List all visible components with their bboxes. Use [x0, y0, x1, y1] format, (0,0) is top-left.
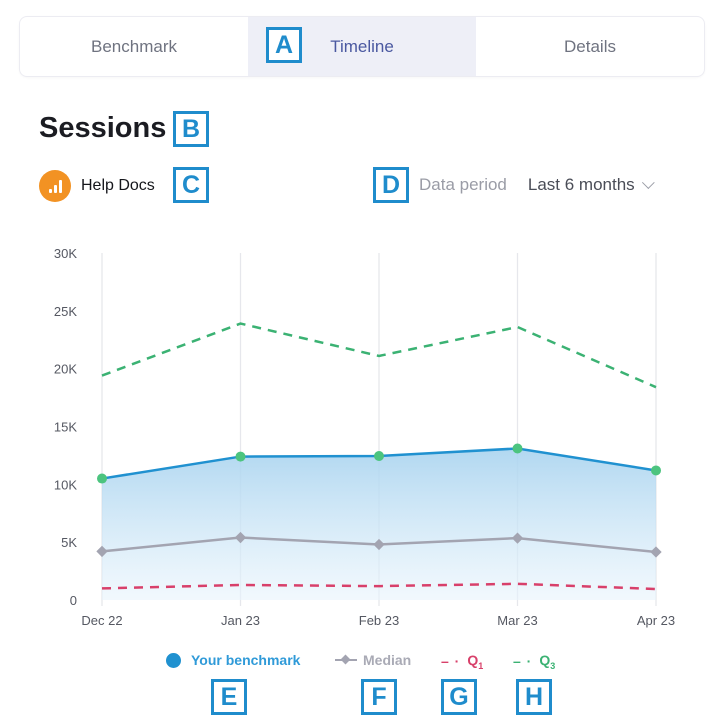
median-point [373, 538, 385, 551]
data-period: Data period Last 6 months [419, 175, 655, 195]
tab-benchmark[interactable]: Benchmark [91, 36, 177, 56]
annotation-marker-a: A [266, 27, 302, 63]
annotation-marker-b: B [173, 111, 209, 147]
line-diamond-icon [335, 654, 357, 665]
median-point [650, 546, 662, 558]
benchmark-point [651, 465, 661, 476]
page-title: Sessions [39, 112, 167, 144]
legend-your-benchmark[interactable]: Your benchmark [166, 652, 300, 668]
legend-q1[interactable]: – · Q1 [441, 652, 483, 671]
y-tick-label: 25K [54, 304, 77, 319]
legend-median[interactable]: Median [335, 652, 411, 668]
y-tick-label: 15K [54, 420, 77, 435]
benchmark-point [97, 473, 107, 484]
median-point [234, 531, 247, 544]
annotation-marker-g: G [441, 679, 477, 715]
x-tick-label: Feb 23 [359, 613, 399, 628]
dash-dot-icon: – · [441, 653, 461, 670]
data-source: Help Docs [39, 170, 155, 202]
legend-label: Your benchmark [191, 652, 301, 668]
data-period-label: Data period [419, 175, 507, 194]
y-tick-label: 30K [54, 246, 77, 261]
y-tick-label: 20K [54, 362, 77, 377]
x-tick-label: Dec 22 [81, 613, 122, 628]
benchmark-area [102, 448, 656, 600]
annotation-marker-c: C [173, 167, 209, 203]
dot-icon [166, 652, 181, 668]
benchmark-point [512, 443, 523, 454]
annotation-marker-e: E [211, 679, 247, 715]
x-tick-label: Apr 23 [637, 613, 675, 628]
analytics-bar-icon [39, 170, 71, 202]
sessions-chart: Dec 22 Jan 23 Feb 23 Mar 23 Apr 23 0 5K 10K 15K 2… [54, 246, 675, 628]
median-point [511, 532, 524, 544]
chart-legend: Your benchmark Median – · Q1 – · Q3 [0, 652, 718, 672]
benchmark-point [235, 451, 246, 462]
q3-line [101, 322, 657, 389]
x-tick-label: Jan 23 [221, 613, 260, 628]
data-period-dropdown[interactable]: Last 6 months [527, 175, 655, 195]
x-tick-label: Mar 23 [497, 613, 537, 628]
legend-label: Median [363, 652, 412, 668]
dash-dot-icon: – · [513, 653, 533, 670]
y-tick-label: 10K [54, 477, 77, 492]
q1-line [101, 582, 657, 591]
benchmark-point [374, 450, 384, 461]
y-tick-label: 0 [70, 593, 77, 608]
legend-q3[interactable]: – · Q3 [513, 652, 555, 671]
annotation-marker-h: H [516, 679, 552, 715]
legend-label: Q1 [467, 652, 484, 671]
data-period-value: Last 6 months [527, 175, 635, 194]
y-tick-label: 5K [61, 535, 77, 550]
legend-label: Q3 [539, 652, 556, 671]
source-label: Help Docs [81, 177, 155, 194]
annotation-marker-d: D [373, 167, 409, 203]
tab-details[interactable]: Details [564, 36, 616, 56]
annotation-marker-f: F [361, 679, 397, 715]
